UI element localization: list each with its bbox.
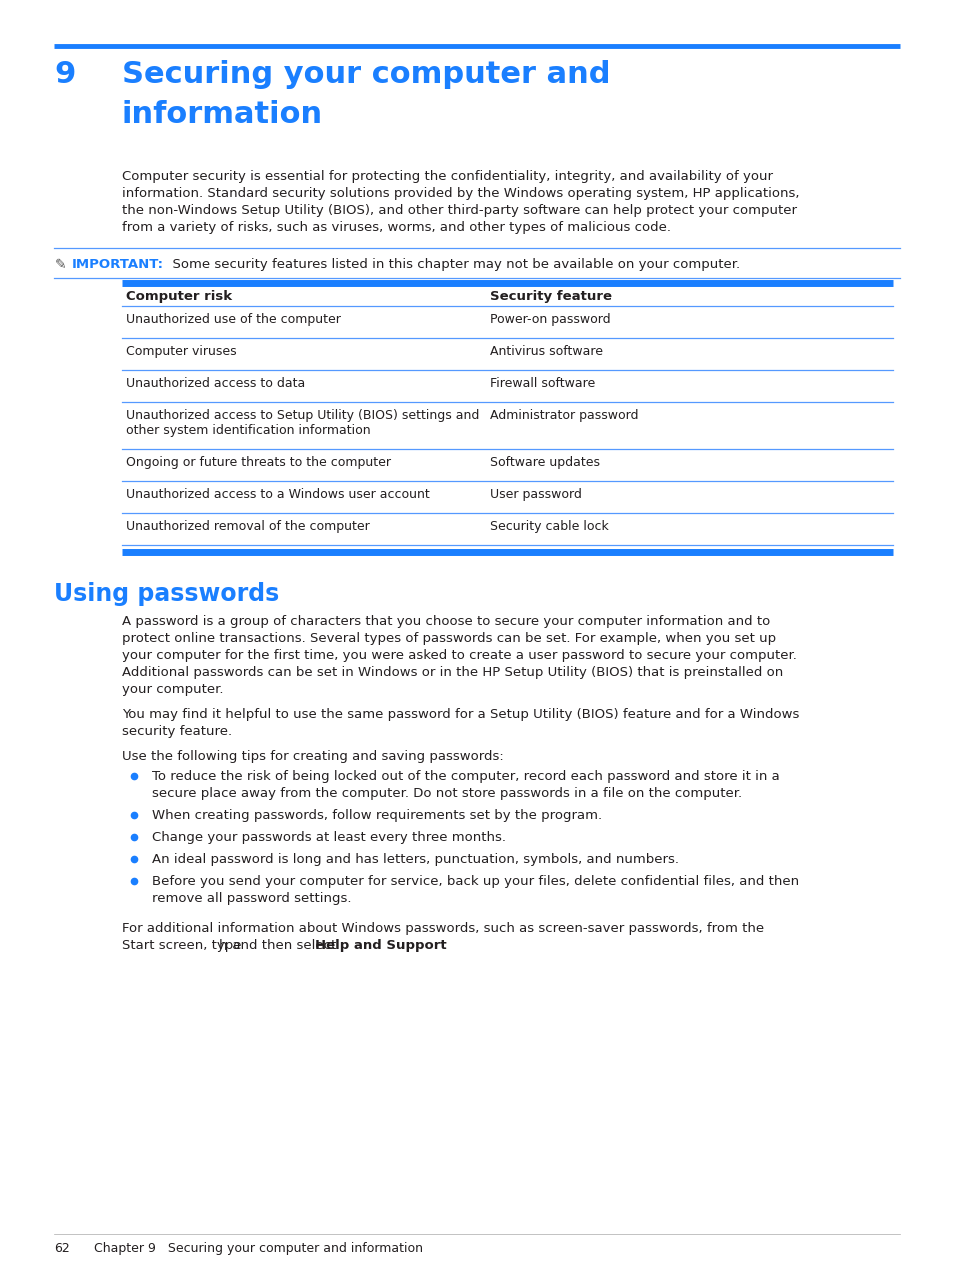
Text: secure place away from the computer. Do not store passwords in a file on the com: secure place away from the computer. Do … [152,787,741,800]
Text: IMPORTANT:: IMPORTANT: [71,258,164,271]
Text: from a variety of risks, such as viruses, worms, and other types of malicious co: from a variety of risks, such as viruses… [122,221,670,234]
Text: Unauthorized access to Setup Utility (BIOS) settings and: Unauthorized access to Setup Utility (BI… [126,409,478,422]
Text: your computer.: your computer. [122,683,223,696]
Text: Software updates: Software updates [490,456,599,469]
Text: Help and Support: Help and Support [314,939,446,952]
Text: Administrator password: Administrator password [490,409,638,422]
Text: To reduce the risk of being locked out of the computer, record each password and: To reduce the risk of being locked out o… [152,770,779,784]
Text: h: h [218,939,227,952]
Text: ✎: ✎ [55,258,67,272]
Text: .: . [400,939,404,952]
Text: Antivirus software: Antivirus software [490,345,602,358]
Text: Change your passwords at least every three months.: Change your passwords at least every thr… [152,831,505,845]
Text: Chapter 9   Securing your computer and information: Chapter 9 Securing your computer and inf… [94,1242,422,1255]
Text: , and then select: , and then select [223,939,340,952]
Text: When creating passwords, follow requirements set by the program.: When creating passwords, follow requirem… [152,809,601,822]
Text: Securing your computer and: Securing your computer and [122,60,610,89]
Text: Additional passwords can be set in Windows or in the HP Setup Utility (BIOS) tha: Additional passwords can be set in Windo… [122,665,782,679]
Text: Using passwords: Using passwords [54,582,279,606]
Text: information. Standard security solutions provided by the Windows operating syste: information. Standard security solutions… [122,187,799,199]
Text: Some security features listed in this chapter may not be available on your compu: Some security features listed in this ch… [164,258,740,271]
Text: Unauthorized access to a Windows user account: Unauthorized access to a Windows user ac… [126,488,429,500]
Text: Security feature: Security feature [490,290,612,304]
Text: User password: User password [490,488,581,500]
Text: Computer viruses: Computer viruses [126,345,236,358]
Text: security feature.: security feature. [122,725,232,738]
Text: Security cable lock: Security cable lock [490,519,608,533]
Text: your computer for the first time, you were asked to create a user password to se: your computer for the first time, you we… [122,649,796,662]
Text: protect online transactions. Several types of passwords can be set. For example,: protect online transactions. Several typ… [122,632,776,645]
Text: remove all password settings.: remove all password settings. [152,892,351,906]
Text: Unauthorized removal of the computer: Unauthorized removal of the computer [126,519,370,533]
Text: information: information [122,100,323,130]
Text: other system identification information: other system identification information [126,424,370,437]
Text: Unauthorized access to data: Unauthorized access to data [126,377,305,390]
Text: Start screen, type: Start screen, type [122,939,246,952]
Text: Computer risk: Computer risk [126,290,232,304]
Text: Before you send your computer for service, back up your files, delete confidenti: Before you send your computer for servic… [152,875,799,888]
Text: the non-Windows Setup Utility (BIOS), and other third-party software can help pr: the non-Windows Setup Utility (BIOS), an… [122,204,796,217]
Text: Unauthorized use of the computer: Unauthorized use of the computer [126,312,340,326]
Text: Use the following tips for creating and saving passwords:: Use the following tips for creating and … [122,751,503,763]
Text: An ideal password is long and has letters, punctuation, symbols, and numbers.: An ideal password is long and has letter… [152,853,679,866]
Text: 9: 9 [54,60,75,89]
Text: You may find it helpful to use the same password for a Setup Utility (BIOS) feat: You may find it helpful to use the same … [122,707,799,721]
Text: Firewall software: Firewall software [490,377,595,390]
Text: A password is a group of characters that you choose to secure your computer info: A password is a group of characters that… [122,615,769,627]
Text: For additional information about Windows passwords, such as screen-saver passwor: For additional information about Windows… [122,922,763,935]
Text: 62: 62 [54,1242,70,1255]
Text: Computer security is essential for protecting the confidentiality, integrity, an: Computer security is essential for prote… [122,170,772,183]
Text: Ongoing or future threats to the computer: Ongoing or future threats to the compute… [126,456,391,469]
Text: Power-on password: Power-on password [490,312,610,326]
